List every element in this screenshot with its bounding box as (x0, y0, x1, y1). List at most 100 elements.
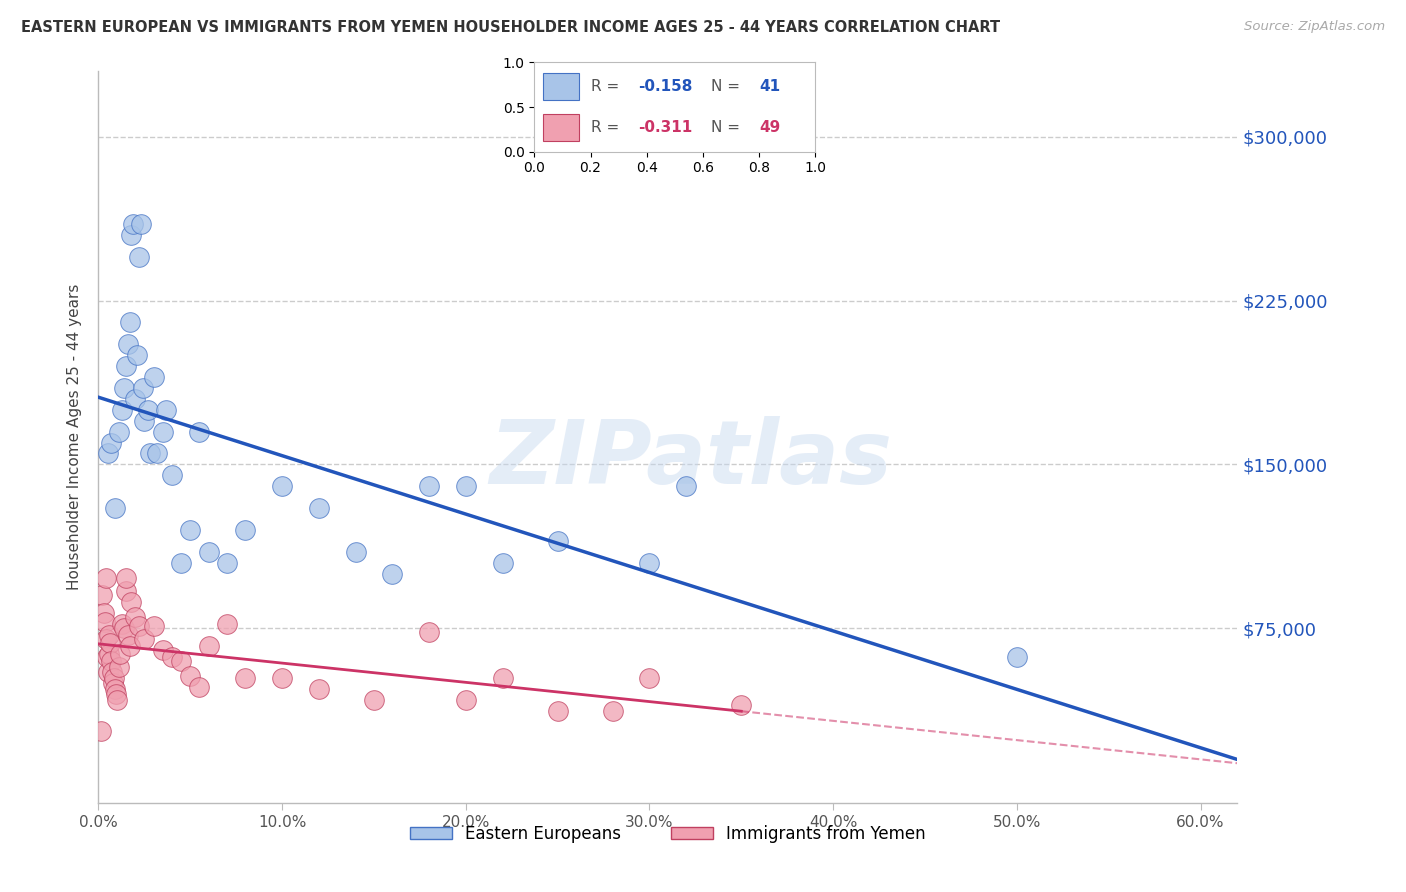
Text: -0.158: -0.158 (638, 79, 693, 94)
Text: N =: N = (711, 79, 745, 94)
Text: N =: N = (711, 120, 745, 135)
Point (93, 606, 115, 620)
Point (197, 639, 219, 653)
Point (117, 628, 139, 642)
Point (125, 348, 148, 362)
Point (105, 693, 128, 707)
Point (139, 446, 162, 460)
Point (118, 639, 141, 653)
Point (179, 669, 201, 683)
Text: ZIPatlas: ZIPatlas (489, 416, 893, 502)
Point (235, 523, 257, 537)
Point (110, 648, 132, 662)
Point (188, 425, 211, 439)
Point (134, 632, 156, 646)
Point (121, 228, 143, 243)
Point (1005, 649, 1028, 664)
Point (308, 501, 330, 516)
Point (363, 693, 385, 707)
Point (730, 698, 752, 712)
Point (112, 621, 135, 635)
Point (454, 693, 477, 707)
Point (215, 616, 238, 631)
Point (197, 545, 219, 559)
Point (454, 479, 477, 493)
Point (134, 414, 156, 428)
Point (101, 675, 124, 690)
Bar (543, 114, 579, 141)
Y-axis label: Householder Income Ages 25 - 44 years: Householder Income Ages 25 - 44 years (67, 284, 83, 591)
Point (547, 533, 569, 548)
Point (235, 671, 257, 685)
Point (107, 425, 129, 439)
Point (136, 402, 159, 417)
Text: R =: R = (591, 120, 624, 135)
Point (142, 370, 165, 384)
Point (94, 571, 117, 585)
Point (90, 723, 112, 738)
Point (98, 636, 121, 650)
Point (115, 571, 138, 585)
Point (104, 682, 127, 697)
Point (97, 665, 120, 679)
Point (94, 615, 117, 629)
Point (96, 649, 118, 664)
Text: Source: ZipAtlas.com: Source: ZipAtlas.com (1244, 20, 1385, 33)
Point (117, 337, 139, 351)
Point (115, 584, 138, 599)
Point (104, 687, 127, 701)
Text: EASTERN EUROPEAN VS IMMIGRANTS FROM YEMEN HOUSEHOLDER INCOME AGES 25 - 44 YEARS : EASTERN EUROPEAN VS IMMIGRANTS FROM YEME… (21, 20, 1000, 35)
Point (124, 610, 146, 624)
Point (179, 523, 201, 537)
Point (111, 616, 134, 631)
Point (118, 315, 141, 329)
Point (152, 425, 174, 439)
Point (638, 671, 661, 685)
Point (381, 566, 404, 581)
Point (170, 654, 193, 668)
Point (547, 704, 569, 718)
Point (160, 649, 183, 664)
Text: 49: 49 (759, 120, 780, 135)
Point (418, 479, 440, 493)
Point (91, 588, 114, 602)
Point (100, 435, 122, 450)
Point (97, 446, 120, 460)
Point (104, 501, 127, 516)
Bar (543, 73, 579, 100)
Point (160, 468, 183, 483)
Point (128, 250, 150, 264)
Point (107, 660, 129, 674)
Point (491, 671, 513, 685)
Point (215, 556, 238, 570)
Point (155, 402, 177, 417)
Point (131, 381, 153, 395)
Point (491, 556, 513, 570)
Point (124, 392, 146, 406)
Point (94, 632, 117, 646)
Point (152, 643, 174, 657)
Point (146, 446, 169, 460)
Point (101, 665, 124, 679)
Point (129, 217, 152, 231)
Point (98, 628, 121, 642)
Point (100, 654, 122, 668)
Point (111, 402, 134, 417)
Point (142, 619, 165, 633)
Point (271, 671, 294, 685)
Point (112, 381, 135, 395)
Point (128, 619, 150, 633)
Point (122, 217, 145, 231)
Point (308, 682, 330, 697)
Point (271, 479, 294, 493)
Point (602, 704, 624, 718)
Point (188, 680, 211, 694)
Point (675, 479, 697, 493)
Point (170, 556, 193, 570)
Text: -0.311: -0.311 (638, 120, 693, 135)
Point (418, 625, 440, 640)
Point (115, 359, 138, 373)
Point (121, 595, 143, 609)
Point (638, 556, 661, 570)
Point (103, 671, 125, 685)
